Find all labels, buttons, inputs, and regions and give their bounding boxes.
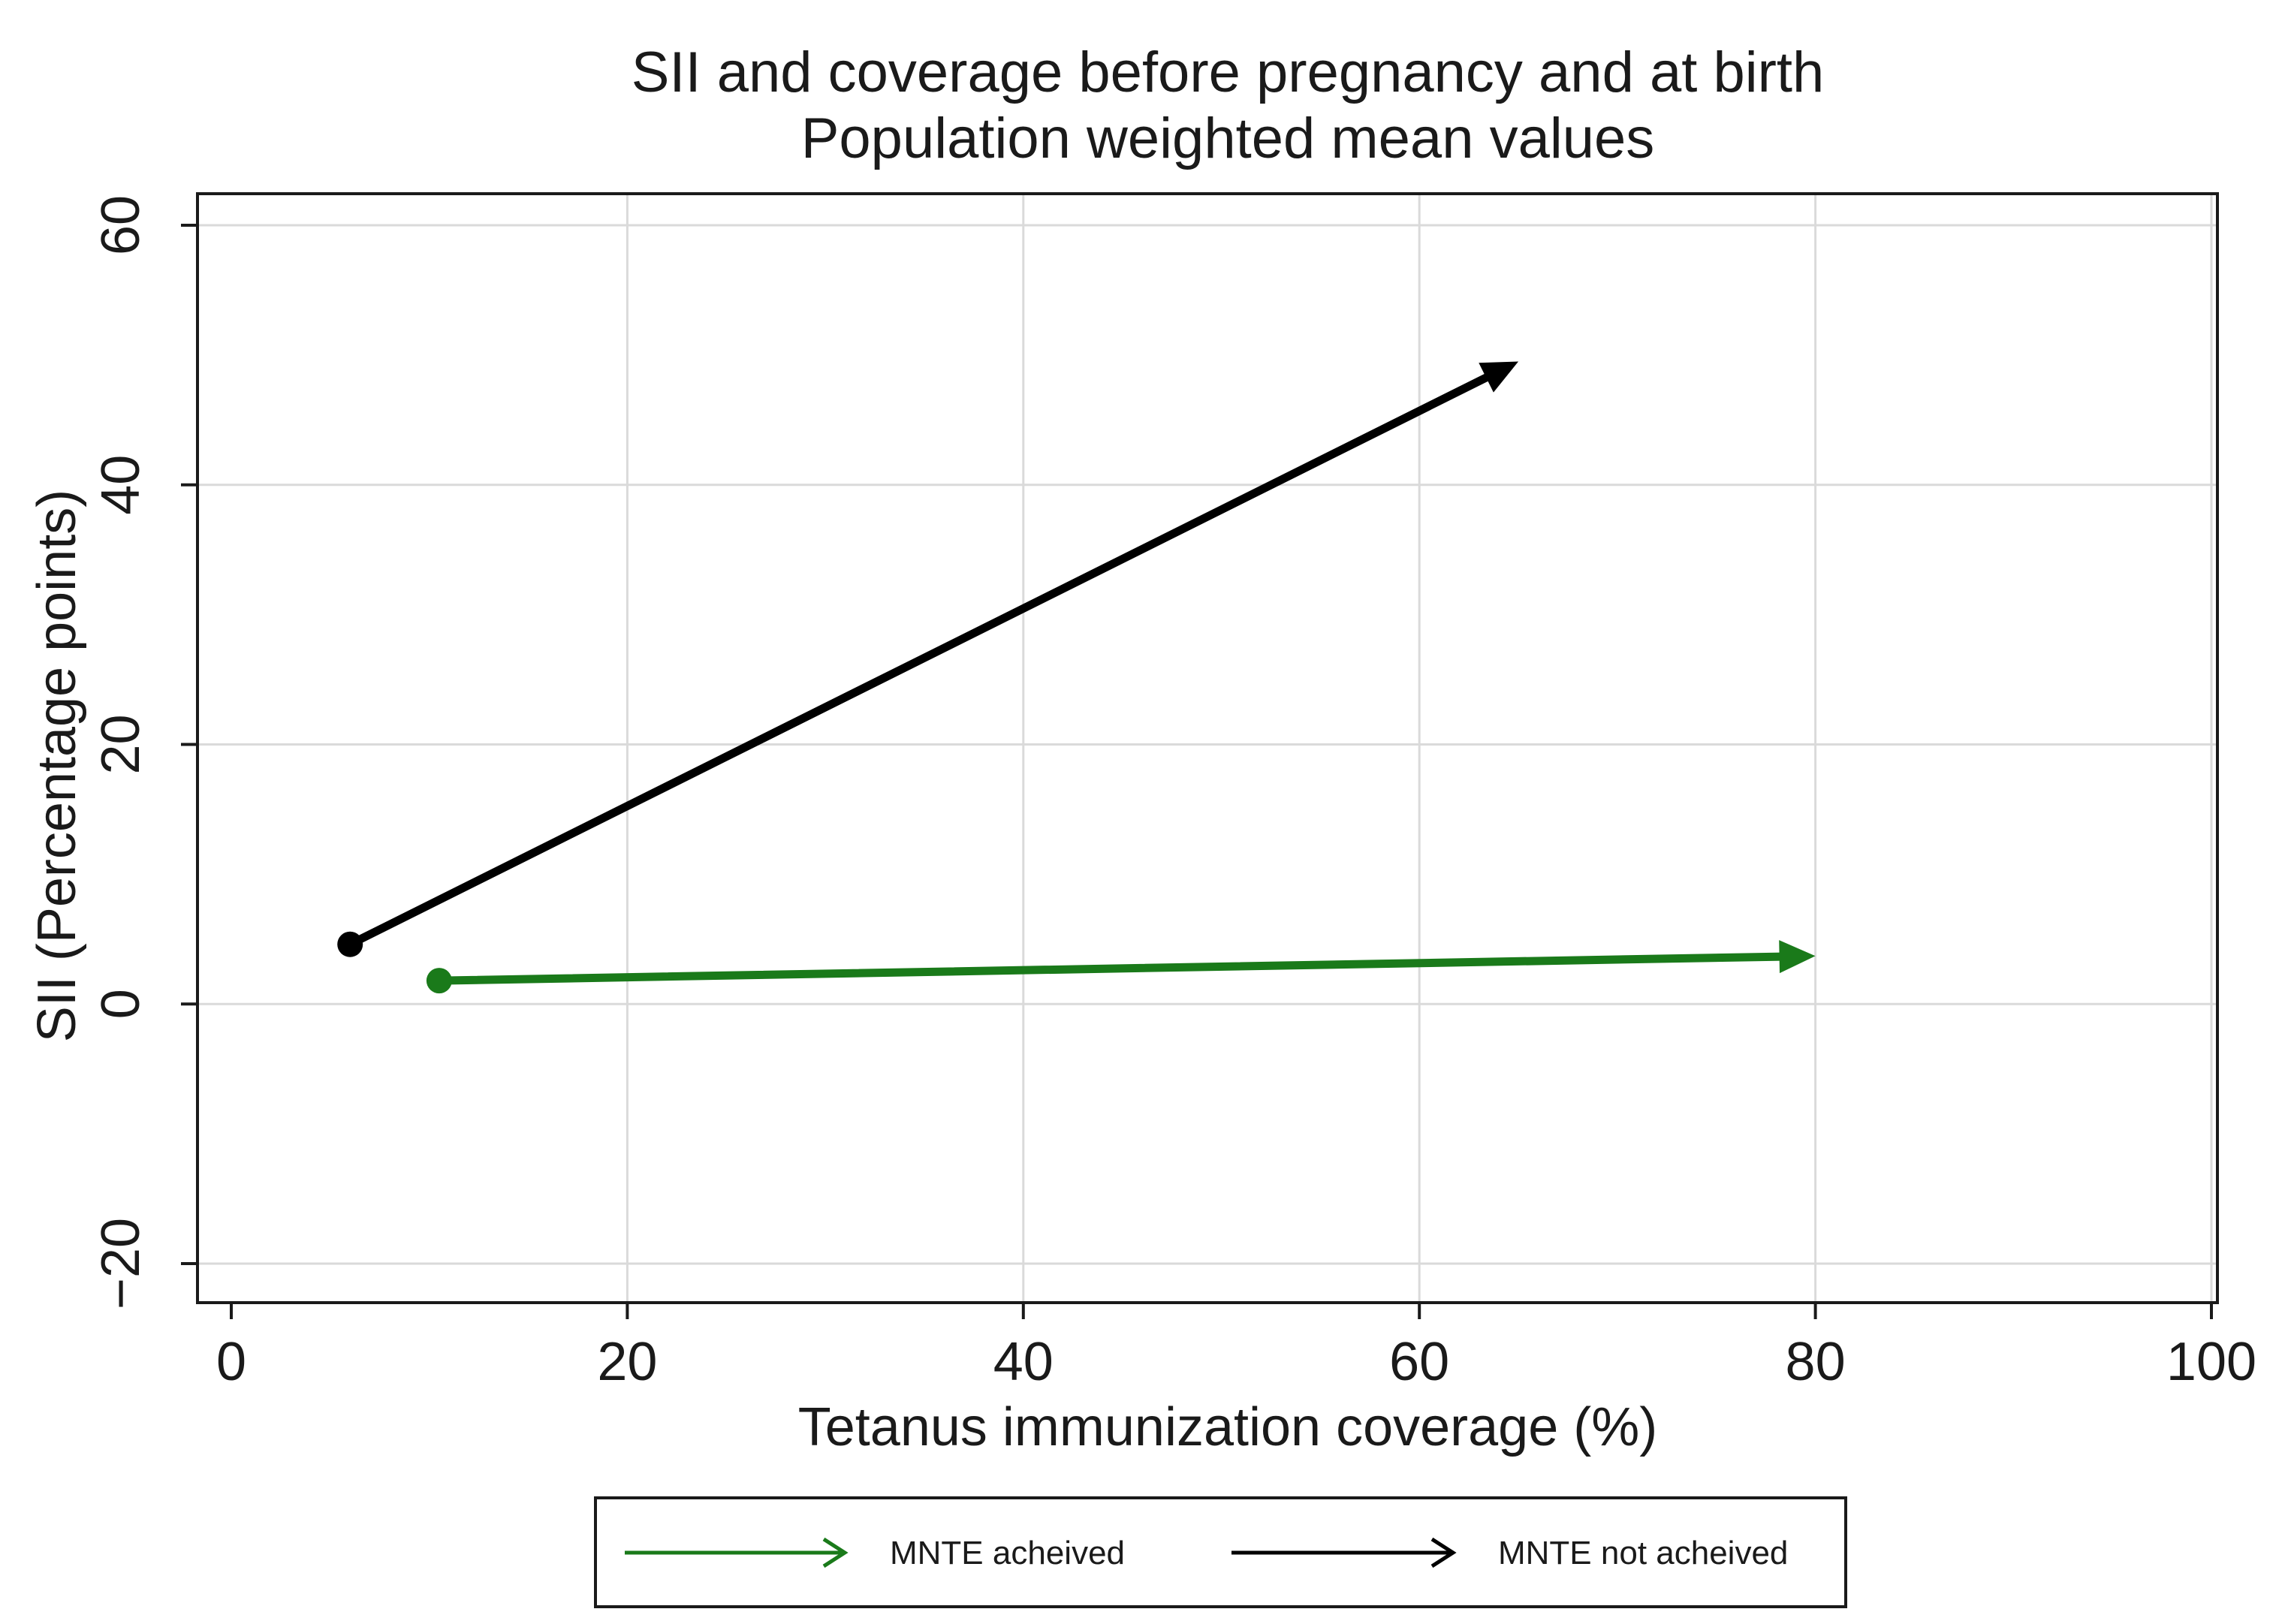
series-mnte-acheived-start-point <box>426 968 452 994</box>
x-tick-label: 80 <box>1786 1332 1846 1392</box>
legend-label-mnte-not-acheived: MNTE not acheived <box>1498 1535 1788 1571</box>
chart-subtitle: Population weighted mean values <box>801 107 1655 170</box>
chart-title: SII and coverage before pregnancy and at… <box>632 41 1825 104</box>
y-axis-label: SII (Percentage points) <box>27 490 87 1042</box>
x-tick-label: 40 <box>993 1332 1054 1392</box>
x-axis-label: Tetanus immunization coverage (%) <box>798 1397 1658 1457</box>
series-mnte-not-acheived-arrow-head <box>1479 361 1519 393</box>
x-tick-label: 0 <box>216 1332 246 1392</box>
data-marks <box>337 361 1816 994</box>
series-mnte-acheived-arrow-head <box>1779 940 1816 974</box>
series-mnte-not-acheived-arrow <box>345 361 1519 949</box>
y-tick-label: 20 <box>91 714 151 774</box>
plot-frame <box>196 192 2219 1304</box>
legend-label-mnte-acheived: MNTE acheived <box>890 1535 1125 1571</box>
legend-key-mnte-not-acheived-head <box>1430 1537 1457 1568</box>
y-tick-label: −20 <box>91 1218 151 1309</box>
y-tick-label: 40 <box>91 455 151 515</box>
y-tick-label: 60 <box>91 195 151 255</box>
series-mnte-acheived-arrow-shaft <box>435 952 1787 985</box>
x-tick-label: 100 <box>2166 1332 2256 1392</box>
legend-key-mnte-acheived <box>625 1537 849 1568</box>
y-tick-label: 0 <box>91 989 151 1019</box>
legend: MNTE acheived MNTE not acheived <box>594 1496 1847 1608</box>
axis-ticks: 0 20 40 60 80 100 −20 0 20 40 60 <box>91 195 2256 1392</box>
series-mnte-not-acheived-arrow-shaft <box>345 372 1494 949</box>
legend-key-mnte-acheived-head <box>822 1537 849 1568</box>
x-tick-label: 20 <box>597 1332 657 1392</box>
x-tick-label: 60 <box>1389 1332 1449 1392</box>
series-mnte-acheived-arrow <box>435 940 1816 985</box>
legend-key-mnte-not-acheived <box>1231 1537 1457 1568</box>
series-mnte-not-acheived-start-point <box>337 931 363 957</box>
gridlines <box>197 194 2217 1303</box>
